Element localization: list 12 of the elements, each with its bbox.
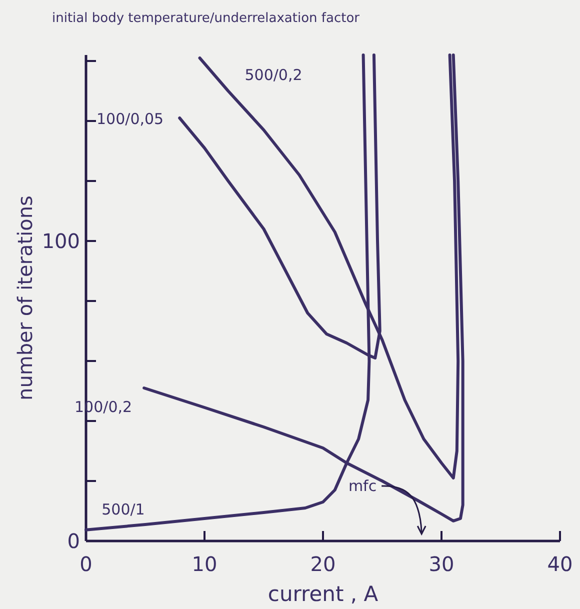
x-tick-label: 40 [547,552,573,576]
series-label: 500/0,2 [244,66,302,84]
x-tick-label: 30 [428,552,454,576]
x-tick-label: 20 [310,552,336,576]
series-label: 500/1 [102,500,145,518]
y-tick-label: 100 [42,229,80,253]
x-tick-label: 10 [192,552,218,576]
chart-title: initial body temperature/underrelaxation factor [52,11,360,26]
annotation: mfc [348,477,377,495]
x-axis-title: current , A [268,582,379,606]
y-axis-title: number of iterations [13,196,37,400]
series-label: 100/0,05 [96,110,164,128]
